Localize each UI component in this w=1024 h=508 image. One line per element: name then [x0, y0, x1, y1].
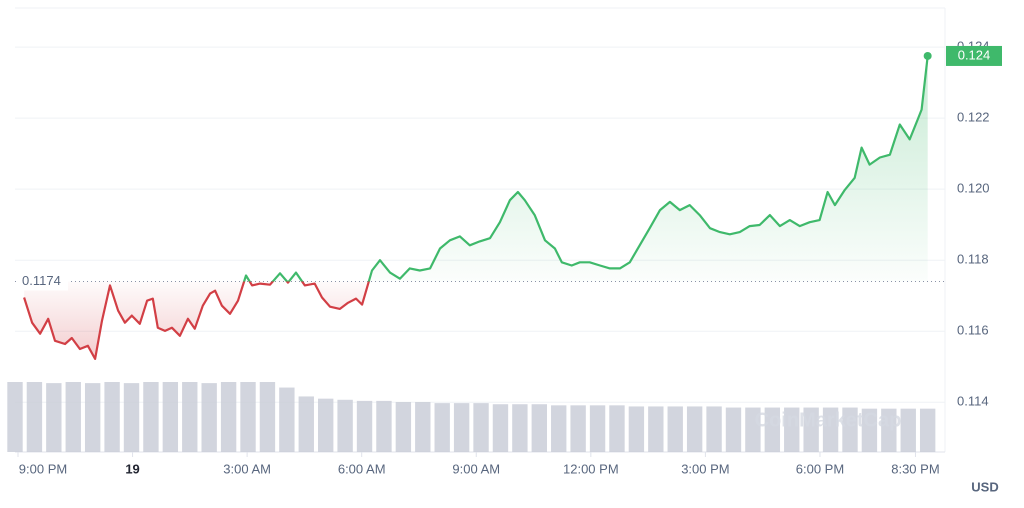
- volume-bar: [900, 408, 916, 452]
- x-tick-label: 3:00 AM: [223, 461, 271, 476]
- volume-bar: [648, 406, 664, 452]
- volume-bar: [46, 383, 62, 452]
- last-price-label: 0.124: [958, 47, 991, 62]
- volume-bar: [220, 382, 237, 452]
- volume-bar: [65, 382, 81, 452]
- volume-bar: [803, 407, 819, 452]
- price-area: [24, 56, 928, 359]
- x-tick-label: 19: [125, 461, 139, 476]
- y-tick-label: 0.114: [957, 394, 989, 409]
- x-tick-label: 6:00 PM: [796, 461, 844, 476]
- x-tick-label: 9:00 AM: [452, 461, 500, 476]
- reference-label-bg: [18, 272, 68, 291]
- reference-label: 0.1174: [22, 273, 61, 288]
- volume-bar: [318, 398, 334, 452]
- volume-bar: [143, 382, 159, 452]
- volume-bar: [609, 405, 625, 452]
- volume-bar: [881, 408, 897, 452]
- watermark: CoinMarketCap: [755, 409, 902, 431]
- volume-bar: [551, 405, 567, 452]
- x-tick-label: 9:00 PM: [19, 461, 67, 476]
- volume-bar: [453, 403, 470, 452]
- last-point: [923, 51, 932, 60]
- volume-bar: [26, 382, 43, 452]
- volume-bar: [259, 382, 276, 452]
- volume-bar: [512, 404, 528, 452]
- volume-bar: [842, 407, 858, 452]
- volume-bar: [784, 407, 800, 452]
- volume-bar: [376, 400, 392, 452]
- volume-bar: [764, 407, 781, 452]
- volume-bar: [725, 407, 742, 452]
- volume-bar: [667, 406, 683, 452]
- currency: USD: [971, 479, 998, 494]
- volume-bar: [279, 387, 295, 452]
- volume-bar: [589, 405, 606, 452]
- volume-bar: [434, 403, 450, 452]
- volume-bar: [861, 408, 878, 452]
- y-tick-label: 0.120: [957, 181, 990, 196]
- volume-bar: [84, 383, 101, 452]
- y-tick-label: 0.118: [957, 252, 989, 267]
- price-line: [23, 55, 929, 360]
- volume-bar: [240, 382, 256, 452]
- volume-bar: [570, 405, 586, 452]
- volume-bar: [628, 406, 645, 452]
- volume-bar: [201, 383, 217, 452]
- volume-bar: [298, 396, 314, 452]
- x-tick-label: 3:00 PM: [681, 461, 729, 476]
- volume-bar: [686, 406, 703, 452]
- volume-bar: [395, 402, 412, 452]
- volume-bar: [104, 382, 120, 452]
- y-tick-label: 0.122: [957, 110, 990, 125]
- volume-bar: [492, 404, 509, 452]
- x-tick-label: 12:00 PM: [563, 461, 619, 476]
- volume-bar: [356, 400, 373, 452]
- x-tick-label: 6:00 AM: [338, 461, 386, 476]
- last-price-tag: [946, 45, 1002, 66]
- volume-bar: [531, 404, 547, 452]
- volume-bar: [415, 402, 431, 452]
- volume-bar: [745, 407, 761, 452]
- volume-bar: [919, 408, 936, 452]
- y-tick-label: 0.116: [957, 323, 989, 338]
- volume-bar: [706, 406, 722, 452]
- volume-bar: [822, 407, 839, 452]
- volume-bar: [337, 399, 353, 452]
- volume-bar: [7, 382, 23, 452]
- x-tick-label: 8:30 PM: [891, 461, 939, 476]
- volume-bar: [162, 382, 179, 452]
- volume-bar: [182, 382, 198, 452]
- volume-bar: [123, 383, 140, 452]
- volume-bar: [473, 403, 489, 452]
